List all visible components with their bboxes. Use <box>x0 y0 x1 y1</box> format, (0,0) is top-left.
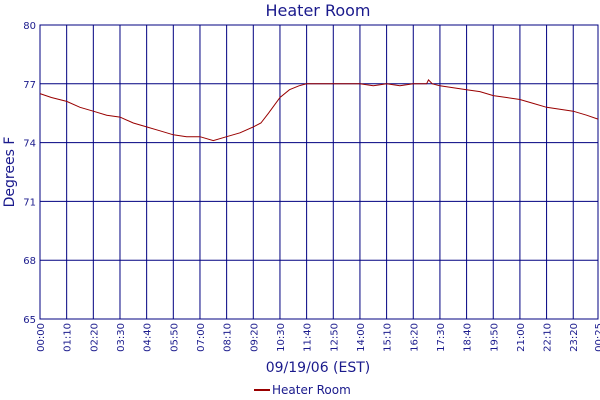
x-tick-label: 18:40 <box>463 323 474 352</box>
y-tick-label: 65 <box>23 315 36 326</box>
grid <box>39 24 599 320</box>
y-tick-label: 74 <box>23 139 36 150</box>
y-tick-label: 68 <box>23 256 36 267</box>
x-axis-ticks: 00:00 01:10 02:20 03:30 04:40 05:50 07:00 08:10… <box>36 323 600 352</box>
x-tick-label: 17:30 <box>436 323 447 352</box>
y-axis-ticks: 65 68 71 74 77 80 <box>23 21 36 326</box>
series-layer <box>39 79 599 142</box>
x-tick-label: 01:10 <box>63 323 74 352</box>
y-tick-label: 71 <box>23 197 36 208</box>
y-tick-label: 77 <box>23 80 36 91</box>
x-tick-label: 15:10 <box>383 323 394 352</box>
x-tick-label: 05:50 <box>169 323 180 352</box>
x-tick-label: 12:50 <box>329 323 340 352</box>
x-tick-label: 03:30 <box>116 323 127 352</box>
y-tick-label: 80 <box>23 21 36 32</box>
y-axis-label: Degrees F <box>2 137 18 208</box>
x-tick-label: 07:00 <box>196 323 207 352</box>
x-tick-label: 21:00 <box>516 323 527 352</box>
x-tick-label: 11:40 <box>303 323 314 352</box>
x-tick-label: 09:20 <box>249 323 260 352</box>
series-line-heater-room <box>39 79 599 142</box>
plot-frame <box>39 24 599 320</box>
x-tick-label: 22:10 <box>543 323 554 352</box>
x-tick-label: 08:10 <box>223 323 234 352</box>
x-tick-label: 00:00 <box>36 323 47 352</box>
legend: Heater Room <box>254 383 351 397</box>
x-tick-label: 10:30 <box>276 323 287 352</box>
legend-label: Heater Room <box>272 383 351 397</box>
x-tick-label: 16:20 <box>409 323 420 352</box>
x-axis-label: 09/19/06 (EST) <box>266 360 371 376</box>
x-tick-label: 02:20 <box>89 323 100 352</box>
x-tick-label: 00:25 <box>594 323 600 352</box>
x-tick-label: 19:50 <box>489 323 500 352</box>
x-tick-label: 14:00 <box>356 323 367 352</box>
chart-title: Heater Room <box>265 1 370 20</box>
x-tick-label: 04:40 <box>143 323 154 352</box>
x-tick-label: 23:20 <box>569 323 580 352</box>
